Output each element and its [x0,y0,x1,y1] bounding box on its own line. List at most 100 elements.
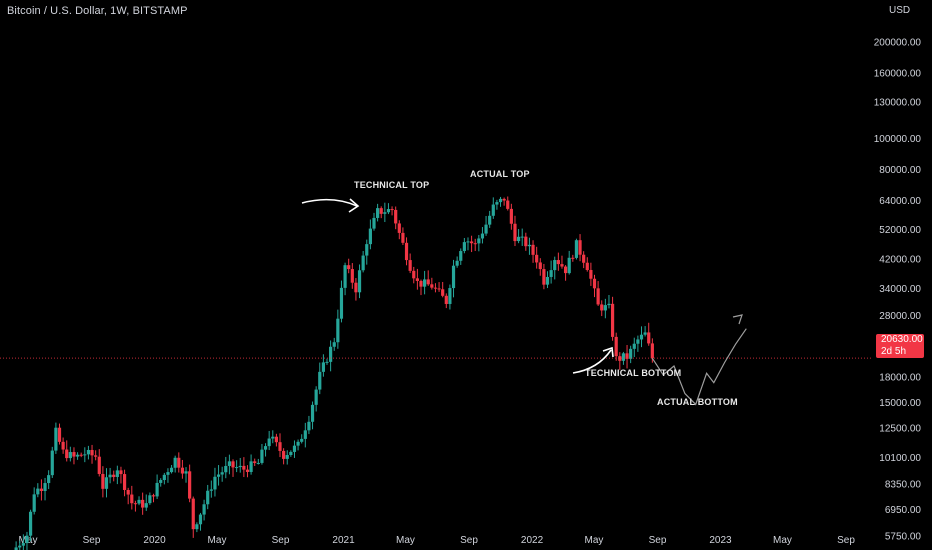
candle-body [408,260,412,271]
candle-body [365,244,369,256]
candle-body [415,278,419,281]
candle-body [278,442,282,451]
candle-body [126,489,130,495]
candle-body [495,202,499,205]
x-tick-label: May [773,535,792,546]
candle-body [36,488,40,495]
candle-body [325,361,329,363]
candle-body [202,504,206,515]
candle-body [339,287,344,319]
candle-body [50,450,54,476]
candle-body [350,269,354,283]
candle-body [379,208,383,214]
candle-body [180,467,185,474]
y-tick-label: 64000.00 [879,196,921,207]
candle-body [83,454,87,456]
candle-body [469,241,474,244]
candle-body [466,241,470,243]
candle-body [303,430,307,439]
candle-body [162,474,166,481]
candle-body [227,461,232,466]
candle-body [383,212,387,214]
candle-body [28,511,33,536]
candle-body [448,288,452,304]
candle-body [437,288,441,290]
y-tick-label: 100000.00 [874,134,922,145]
candle-body [285,455,289,459]
candle-body [423,279,427,287]
candle-body [549,270,553,277]
y-tick-label: 80000.00 [879,165,921,176]
candle-body [289,451,293,456]
candle-body [195,524,199,530]
candle-body [119,470,123,475]
y-tick-label: 160000.00 [874,69,922,80]
candle-body [502,198,506,201]
candle-body [249,461,253,472]
candle-body [553,260,557,271]
candle-body [300,438,304,442]
x-tick-label: Sep [272,535,290,546]
candle-body [498,198,503,203]
candle-body [516,236,521,242]
candle-body [213,476,217,490]
candle-body [625,353,629,359]
candle-body [607,303,611,306]
y-tick-label: 130000.00 [874,97,922,108]
candle-body [54,427,58,451]
last-price-tag[interactable]: 20630.00 2d 5h [876,334,924,358]
candle-body [130,494,134,504]
candle-body [173,457,177,468]
candle-body [491,204,495,216]
chart-title: Bitcoin / U.S. Dollar, 1W, BITSTAMP [7,5,188,17]
candle-body [372,217,376,229]
candle-body [177,457,181,468]
candle-body [72,452,76,457]
candle-body [159,480,163,483]
x-tick-label: 2021 [332,535,355,546]
x-tick-label: 2020 [143,535,166,546]
candle-body [354,282,358,293]
candle-body [271,436,275,439]
candle-body [567,257,571,274]
candle-body [314,389,318,405]
candle-body [596,288,600,305]
candle-body [65,449,69,459]
candle-body [394,209,398,224]
candle-body [390,209,394,211]
candle-body [108,474,112,478]
candle-body [166,472,170,475]
candle-body [260,449,264,463]
candle-body [455,260,459,266]
x-tick-label: May [585,535,604,546]
candles [14,196,654,550]
candle-body [386,209,391,213]
candle-body [122,474,127,490]
candle-body [137,499,141,504]
candle-body [563,266,568,274]
y-tick-label: 8350.00 [885,480,922,491]
candle-body [361,255,365,271]
candle-body [329,346,333,362]
candle-body [155,482,159,497]
technical-bottom-label: TECHNICAL BOTTOM [585,368,682,378]
candle-body [585,262,589,270]
candle-body [184,471,188,474]
candle-body [578,240,582,255]
candle-body [274,436,278,443]
candle-body [441,289,445,296]
candle-body [191,498,195,530]
candle-body [321,362,325,372]
candle-body [253,461,257,463]
x-tick-label: May [396,535,415,546]
candle-body [296,441,300,446]
candle-body [614,336,618,357]
candle-body [94,455,98,457]
y-tick-label: 5750.00 [885,532,922,543]
x-tick-label: Sep [837,535,855,546]
candle-body [444,295,448,304]
candle-body [267,438,271,447]
candle-body [220,472,224,475]
candle-body [632,343,636,349]
